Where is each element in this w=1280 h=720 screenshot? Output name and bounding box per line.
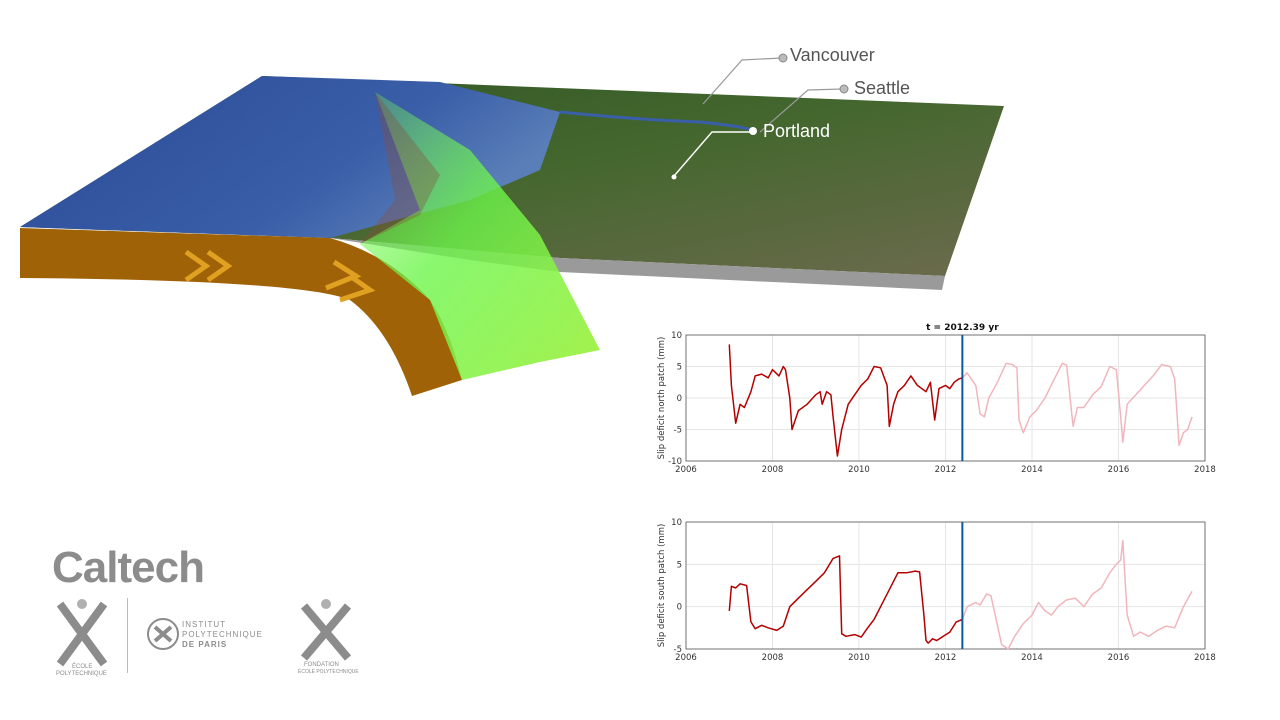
chart-north-patch: 2006 2008 2010 2012 2014 2016 2018 -10 -5 0 5 10 Sli… (650, 320, 1230, 480)
y-axis-label: Slip deficit south patch (mm) (657, 524, 667, 648)
x-tick-label: 2008 (762, 653, 784, 663)
y-tick-label: 0 (677, 603, 682, 613)
city-marker-portland (671, 127, 757, 180)
columbia-river (559, 110, 753, 132)
plate-motion-arrow (325, 259, 376, 303)
ipp-text-1: INSTITUT (182, 620, 226, 629)
fondation-text-1: FONDATION (304, 662, 339, 668)
city-label-portland: Portland (763, 121, 831, 141)
x-tick-label: 2012 (935, 653, 957, 663)
city-marker-seattle (759, 84, 849, 133)
x-tick-label: 2018 (1194, 465, 1216, 475)
plot-frame (685, 521, 1206, 650)
x-tick-label: 2008 (762, 465, 784, 475)
x-tick-label: 2016 (1108, 653, 1130, 663)
series-line-future (961, 362, 1193, 447)
caltech-logo: Caltech (52, 543, 205, 592)
y-tick-label: 0 (677, 394, 682, 404)
chart-title: t = 2012.39 yr (926, 323, 999, 333)
ipp-text-3: DE PARIS (182, 640, 228, 649)
series-line-future (961, 539, 1193, 650)
fondation-text-2: ÉCOLE POLYTECHNIQUE (298, 669, 359, 675)
x-tick-label: 2018 (1194, 653, 1216, 663)
y-tick-label: 5 (677, 560, 682, 570)
chart-south-patch: 2006 2008 2010 2012 2014 2016 2018 -5 0 5 10 Slip d… (650, 512, 1230, 672)
fondation-logo (300, 599, 352, 661)
y-tick-label: 5 (677, 363, 682, 373)
y-axis-label: Slip deficit north patch (mm) (657, 337, 667, 460)
y-tick-label: -5 (674, 426, 682, 436)
x-tick-label: 2014 (1021, 653, 1043, 663)
plate-motion-arrow (184, 249, 233, 283)
x-tick-label: 2014 (1021, 465, 1043, 475)
y-tick-label: -5 (674, 645, 682, 655)
x-tick-label: 2006 (675, 653, 697, 663)
x-tick-label: 2016 (1108, 465, 1130, 475)
y-tick-label: 10 (671, 518, 682, 528)
y-tick-label: 10 (671, 331, 682, 341)
x-tick-label: 2012 (935, 465, 957, 475)
logo-divider (127, 598, 128, 673)
x-tick-label: 2010 (848, 653, 870, 663)
subducting-slab (20, 228, 462, 396)
series-line-past (728, 344, 963, 457)
city-label-seattle: Seattle (854, 78, 911, 98)
block-side (330, 238, 945, 290)
ipp-text-2: POLYTECHNIQUE (182, 630, 263, 639)
city-marker-vancouver (702, 53, 788, 105)
ecole-polytechnique-logo (56, 599, 108, 667)
slip-patch (360, 92, 600, 380)
slip-patch-shadow (360, 92, 440, 244)
y-tick-label: -10 (668, 457, 682, 467)
ipp-emblem-icon (147, 618, 179, 650)
ecole-text-1: ÉCOLE (72, 664, 93, 670)
city-label-vancouver: Vancouver (790, 45, 875, 65)
ecole-text-2: POLYTECHNIQUE (56, 671, 107, 677)
plot-frame (685, 334, 1206, 462)
x-tick-label: 2010 (848, 465, 870, 475)
x-tick-label: 2006 (675, 465, 697, 475)
series-line-past (728, 555, 963, 644)
